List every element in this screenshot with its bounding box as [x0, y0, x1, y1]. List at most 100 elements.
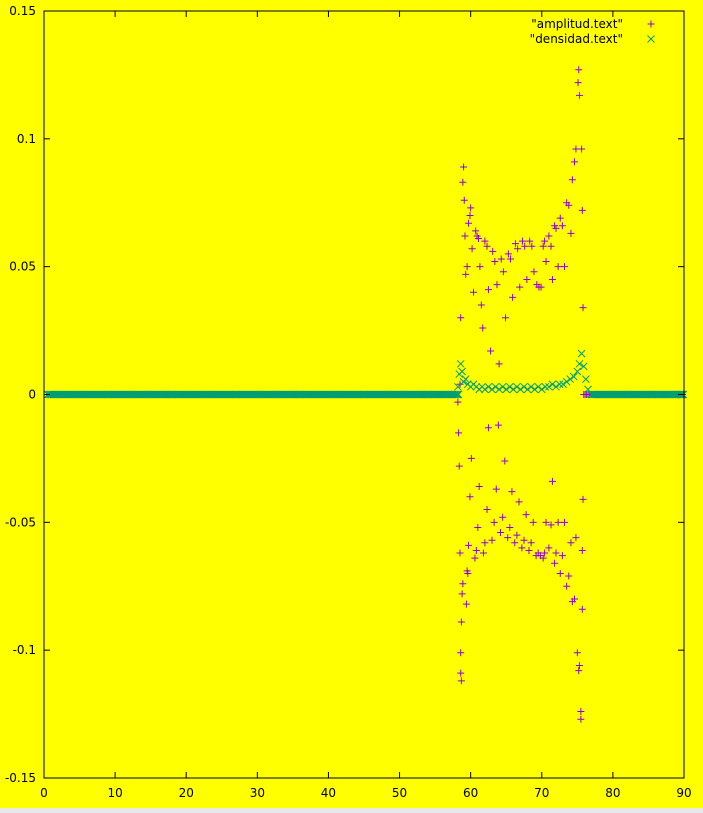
data-point	[568, 176, 576, 184]
data-point	[573, 649, 581, 657]
data-point	[457, 669, 465, 677]
x-tick-label: 30	[250, 786, 265, 800]
data-point	[458, 367, 466, 376]
data-point	[481, 237, 489, 245]
data-point	[556, 214, 564, 222]
data-point	[491, 258, 499, 266]
data-point	[574, 79, 582, 87]
data-point	[527, 382, 535, 391]
data-point	[475, 483, 483, 491]
data-point	[528, 242, 536, 250]
data-point	[565, 572, 573, 580]
y-tick-label: -0.05	[5, 515, 36, 529]
legend-marker	[647, 20, 655, 28]
data-point	[472, 546, 480, 554]
data-point	[527, 539, 535, 547]
data-point	[456, 359, 465, 368]
plot-layer	[43, 66, 688, 723]
data-point	[495, 360, 503, 368]
series-densidad	[43, 349, 688, 399]
data-point	[508, 488, 516, 496]
data-point	[534, 382, 543, 391]
data-point	[468, 245, 476, 253]
data-point	[537, 385, 546, 394]
data-point	[522, 511, 530, 519]
data-point	[484, 424, 492, 432]
data-point	[523, 275, 531, 283]
data-point	[542, 518, 550, 526]
y-tick-label: 0.15	[9, 4, 36, 18]
data-point	[457, 618, 465, 626]
data-point	[558, 222, 566, 230]
data-point	[552, 224, 560, 232]
data-point	[454, 398, 462, 406]
data-point	[505, 382, 514, 391]
data-point	[567, 539, 575, 547]
data-point	[578, 145, 586, 153]
data-point	[459, 178, 467, 186]
data-point	[472, 227, 480, 235]
data-point	[470, 288, 478, 296]
data-point	[575, 359, 584, 368]
data-point	[579, 362, 588, 371]
x-tick-label: 80	[605, 786, 620, 800]
data-point	[561, 518, 569, 526]
data-point	[575, 66, 583, 74]
data-point	[578, 546, 586, 554]
data-point	[547, 521, 555, 529]
data-point	[558, 552, 566, 560]
data-point	[582, 375, 590, 384]
data-point	[462, 270, 470, 278]
data-point	[513, 382, 521, 391]
data-point	[502, 385, 511, 394]
data-point	[488, 385, 496, 394]
x-tick-label: 70	[534, 786, 549, 800]
data-point	[466, 493, 474, 501]
data-point	[509, 293, 517, 301]
data-point	[554, 263, 562, 271]
data-point	[516, 283, 524, 291]
data-point	[492, 485, 500, 493]
data-point	[519, 237, 527, 245]
data-point	[577, 349, 586, 358]
y-tick-label: 0	[28, 388, 36, 402]
y-tick-label: -0.1	[13, 643, 36, 657]
data-point	[493, 281, 501, 289]
data-point	[455, 462, 463, 470]
data-point	[570, 595, 578, 603]
data-point	[506, 255, 514, 263]
data-point	[563, 582, 571, 590]
data-point	[552, 549, 560, 557]
data-point	[572, 534, 580, 542]
data-point	[569, 372, 578, 381]
data-point	[513, 531, 521, 539]
data-point	[465, 541, 473, 549]
data-point	[548, 380, 557, 389]
data-point	[575, 667, 583, 675]
data-point	[502, 314, 510, 322]
data-point	[477, 301, 485, 309]
data-point	[494, 421, 502, 429]
data-point	[566, 375, 575, 384]
data-point	[579, 304, 587, 312]
data-point	[481, 385, 489, 394]
data-point	[523, 385, 532, 394]
data-point	[476, 263, 484, 271]
data-point	[575, 91, 583, 99]
data-point	[539, 554, 547, 562]
data-point	[555, 380, 564, 389]
data-point	[541, 237, 549, 245]
data-point	[499, 268, 507, 276]
x-tick-label: 20	[179, 786, 194, 800]
axes-layer: 0 10 20 30 40 50 60 70 80 90 -0.15 -0.1 -0.05 0 0.05 0.…	[5, 4, 692, 800]
data-point	[575, 662, 583, 670]
data-point	[539, 242, 547, 250]
data-point	[577, 715, 585, 723]
data-point	[467, 204, 475, 212]
data-point	[526, 237, 534, 245]
data-point	[511, 539, 519, 547]
data-point	[457, 314, 465, 322]
x-tick-label: 90	[676, 786, 691, 800]
